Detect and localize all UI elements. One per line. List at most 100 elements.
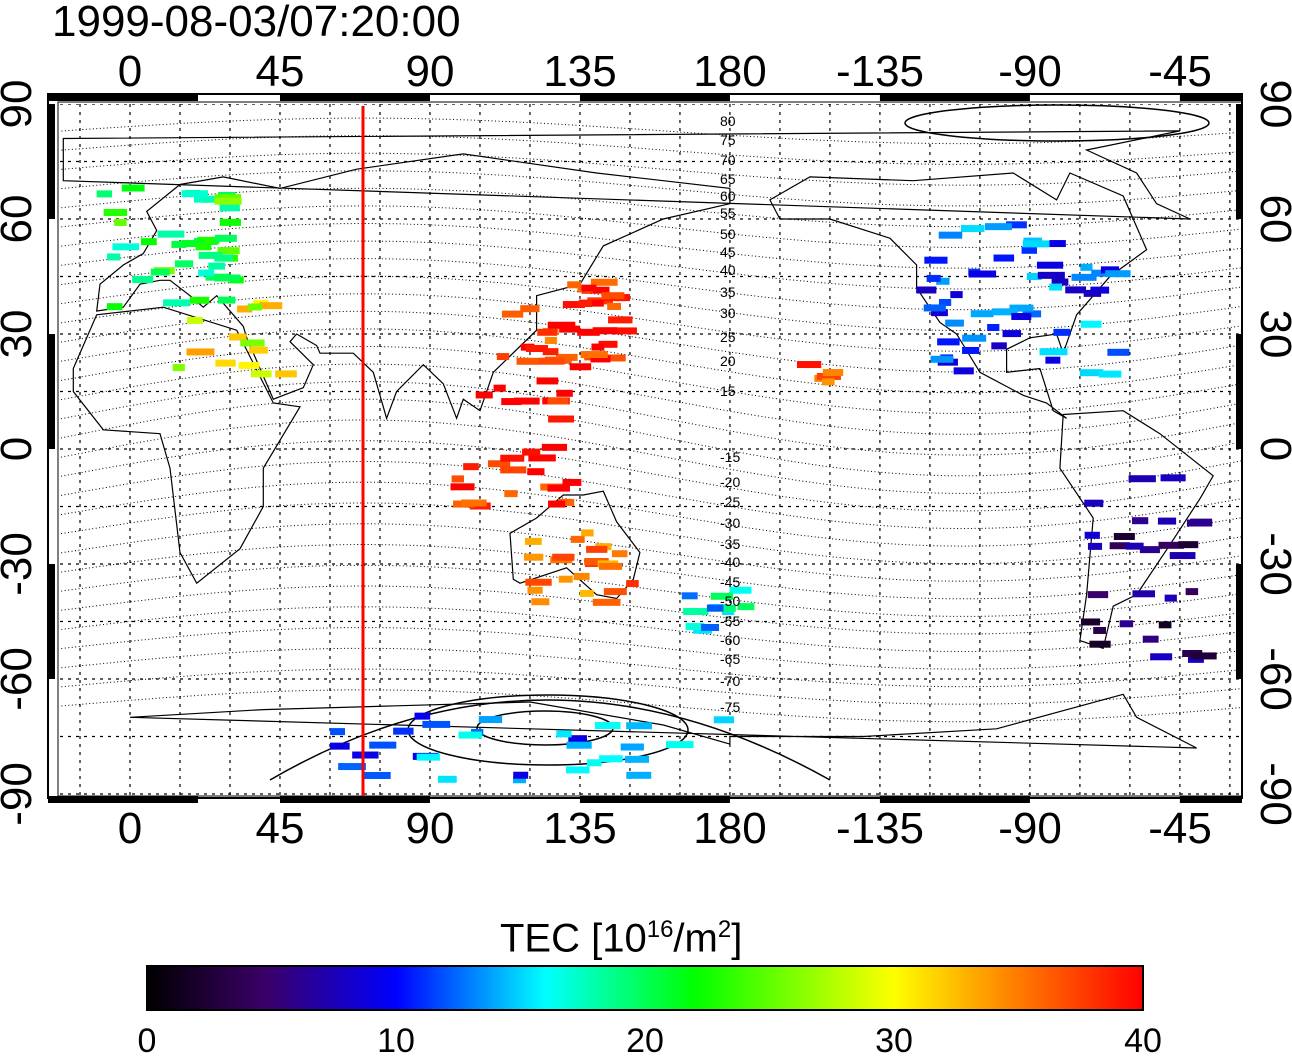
tec-cell xyxy=(685,623,705,631)
tec-cell xyxy=(599,755,623,763)
colorbar-tick-0: 0 xyxy=(138,1022,157,1057)
tec-cell xyxy=(181,240,205,248)
mlat-label--40: -40 xyxy=(720,554,740,570)
tec-cell xyxy=(548,500,566,508)
tec-cell xyxy=(552,553,575,561)
tec-cell xyxy=(1132,517,1149,525)
tec-cell xyxy=(984,223,1012,231)
tec-cell xyxy=(189,296,210,304)
tec-cell xyxy=(141,238,157,246)
tec-cell xyxy=(536,377,559,385)
tec-cell xyxy=(598,354,626,362)
mlat-label--20: -20 xyxy=(720,474,740,490)
mlat-contour xyxy=(60,440,1242,512)
mlat-contour xyxy=(60,328,1242,394)
mlat-label--25: -25 xyxy=(720,494,740,510)
tec-cell xyxy=(566,741,592,749)
colorbar xyxy=(146,965,1144,1011)
tec-cell xyxy=(816,372,841,380)
left-tick-bar xyxy=(48,563,55,679)
tec-cell xyxy=(523,553,544,561)
tec-cell xyxy=(238,361,260,369)
tec-cell xyxy=(547,321,576,329)
mlat-contour xyxy=(60,606,1242,653)
tec-cell xyxy=(1089,640,1111,648)
tec-cell xyxy=(330,742,350,750)
tec-cell xyxy=(796,361,822,369)
tec-cell xyxy=(520,305,540,313)
tec-cell xyxy=(1113,532,1135,540)
tec-cell xyxy=(163,299,190,307)
tec-cell xyxy=(916,286,937,294)
tec-cell xyxy=(567,281,582,289)
mlat-label--45: -45 xyxy=(720,574,740,590)
bottom-lon-label: 90 xyxy=(406,804,455,853)
top-lon-label: 135 xyxy=(543,47,616,96)
mlat-label--60: -60 xyxy=(720,632,740,648)
tec-cell xyxy=(547,484,570,492)
left-lat-label: -30 xyxy=(0,532,41,596)
tec-cell xyxy=(1087,591,1109,599)
tec-cell xyxy=(953,367,974,375)
colorbar-tick-40: 40 xyxy=(1124,1022,1162,1057)
tec-cell xyxy=(527,468,545,476)
tec-cell xyxy=(1022,240,1050,248)
timestamp-title: 1999-08-03/07:20:00 xyxy=(52,0,461,46)
tec-cell xyxy=(437,775,457,783)
tec-cell xyxy=(987,323,1000,331)
tec-cell xyxy=(208,262,226,270)
mlat-label--70: -70 xyxy=(720,673,740,689)
tec-cell xyxy=(938,231,963,239)
tec-cell xyxy=(822,378,835,386)
tec-cell xyxy=(493,384,506,392)
tec-cell xyxy=(625,755,650,763)
tec-cell xyxy=(1186,519,1213,527)
top-tick-bar xyxy=(1179,94,1242,101)
tec-cell xyxy=(1049,240,1066,248)
tec-cell xyxy=(215,359,236,367)
tec-cell xyxy=(463,463,479,471)
colorbar-tick-labels: 0 10 20 30 40 xyxy=(138,1022,1162,1057)
tec-cell xyxy=(259,302,283,310)
mlat-contour xyxy=(60,152,1242,186)
top-tick-bar xyxy=(48,94,198,101)
tec-cell xyxy=(1051,278,1069,286)
tec-cell xyxy=(1150,653,1173,661)
tec-cell xyxy=(962,334,987,342)
tec-cell xyxy=(1021,246,1037,254)
bottom-tick-bar xyxy=(579,796,730,803)
coastline-6 xyxy=(129,693,1197,749)
tec-cell xyxy=(214,234,237,242)
tec-cell xyxy=(580,351,608,359)
right-lat-label: -60 xyxy=(1251,647,1292,711)
tec-cell xyxy=(1053,328,1071,336)
tec-cell xyxy=(186,348,215,356)
bottom-tick-bar xyxy=(48,796,198,803)
mlat-contour xyxy=(60,170,1242,207)
tec-cell xyxy=(961,225,985,233)
top-lon-label: 180 xyxy=(693,47,766,96)
mlat-contour xyxy=(60,135,1242,165)
tec-cell xyxy=(451,475,464,483)
mlat-label-20: 20 xyxy=(720,353,736,369)
tec-cell xyxy=(1084,499,1104,507)
frame-tick-bars xyxy=(48,94,1243,803)
mlat-label-55: 55 xyxy=(720,205,736,221)
tec-cell xyxy=(214,254,233,262)
mlat-contour xyxy=(60,668,1242,705)
tec-cell xyxy=(487,460,511,468)
tec-cell xyxy=(970,310,994,318)
coastline-3 xyxy=(769,172,1148,419)
tec-cell xyxy=(504,490,518,498)
bottom-lon-label: 0 xyxy=(118,804,142,853)
tec-cell xyxy=(1107,348,1130,356)
tec-cell xyxy=(556,389,573,397)
mlat-label-30: 30 xyxy=(720,305,736,321)
tec-cell xyxy=(458,731,482,739)
tec-cell xyxy=(195,243,212,251)
tec-cell xyxy=(181,190,208,198)
right-lat-label: -30 xyxy=(1251,532,1292,596)
mlat-label-45: 45 xyxy=(720,244,736,260)
tec-cell xyxy=(1011,312,1032,320)
tec-cell xyxy=(1105,270,1131,278)
